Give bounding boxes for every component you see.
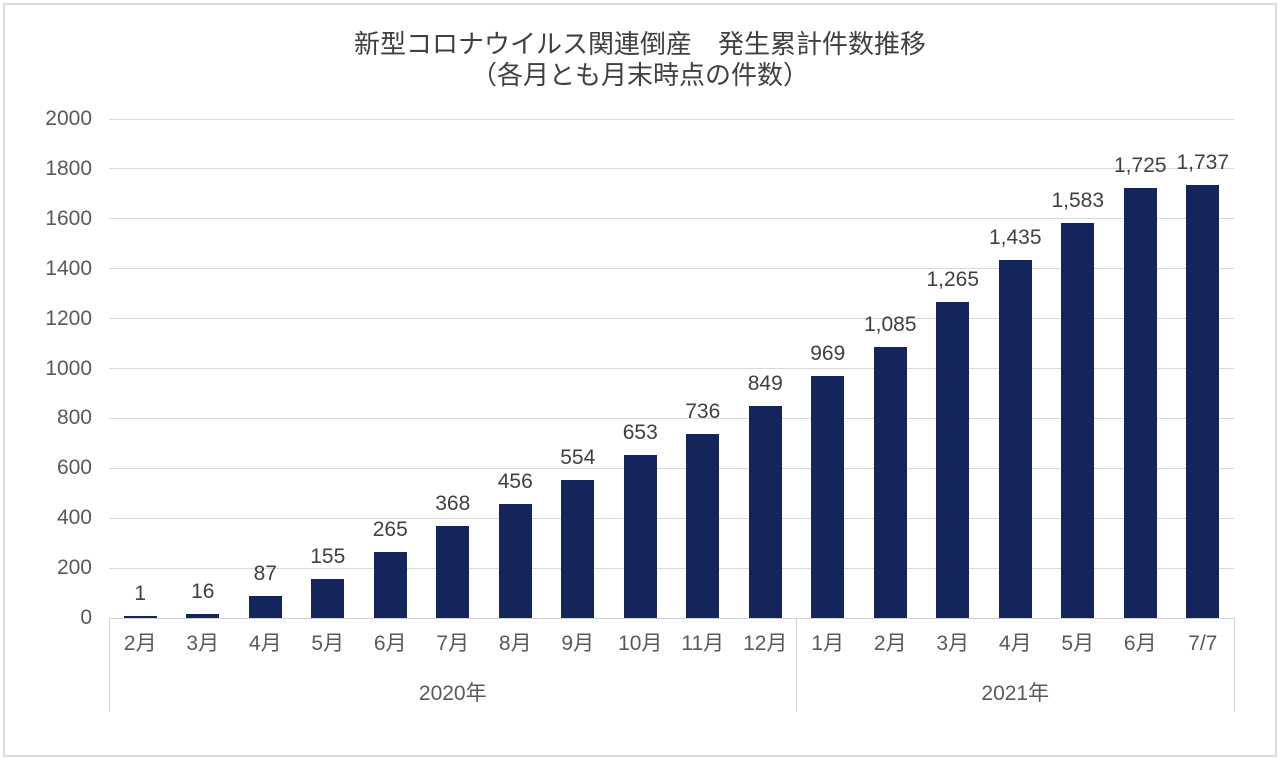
y-tick-label: 200	[56, 556, 92, 580]
month-tick-label: 8月	[498, 632, 532, 655]
bar	[123, 616, 157, 618]
month-tick-label: 9月	[561, 632, 595, 655]
bar	[686, 434, 720, 618]
month-tick-label: 4月	[998, 632, 1032, 655]
bar	[623, 455, 657, 618]
month-tick-label: 4月	[248, 632, 282, 655]
bar-value-label: 1,737	[1176, 150, 1230, 174]
bar-value-label: 1,725	[1113, 153, 1167, 177]
y-tick-label: 2000	[45, 107, 92, 130]
bar-value-label: 736	[685, 400, 721, 424]
gridline	[109, 318, 1234, 320]
bar-value-label: 16	[191, 580, 215, 603]
x-axis-line	[109, 617, 1234, 619]
bar	[498, 504, 532, 618]
month-tick-label: 3月	[936, 632, 970, 655]
y-tick-label: 800	[56, 406, 92, 430]
bar-value-label: 1,583	[1051, 189, 1105, 213]
month-tick-label: 7月	[436, 632, 470, 655]
gridline	[109, 517, 1234, 519]
month-tick-label: 6月	[1123, 632, 1157, 655]
month-tick-label: 2月	[123, 632, 157, 655]
bar	[561, 479, 595, 618]
bar	[936, 302, 970, 618]
gridline	[109, 218, 1234, 220]
bar-value-label: 265	[372, 517, 408, 541]
month-tick-label: 12月	[743, 632, 788, 655]
bar-value-label: 849	[747, 372, 783, 396]
bar-value-label: 1,435	[988, 225, 1042, 249]
y-tick-label: 400	[56, 506, 92, 530]
y-tick-label: 0	[80, 606, 92, 629]
bar	[436, 526, 470, 618]
bar	[311, 579, 345, 618]
year-group-label: 2020年	[418, 682, 487, 705]
y-tick-label: 1600	[45, 206, 92, 230]
bar	[1186, 184, 1220, 618]
bar	[748, 406, 782, 618]
bar-value-label: 1,085	[863, 313, 917, 337]
bar-value-label: 155	[310, 545, 346, 569]
gridline	[109, 118, 1234, 120]
bar	[873, 347, 907, 618]
category-divider	[796, 618, 797, 712]
bar	[811, 376, 845, 618]
gridline	[109, 368, 1234, 369]
gridline	[109, 467, 1234, 469]
bar-value-label: 1	[134, 582, 147, 605]
chart-subtitle: （各月とも月末時点の件数）	[470, 60, 809, 90]
bar-value-label: 456	[497, 470, 533, 494]
y-tick-label: 1800	[45, 156, 92, 180]
bar-value-label: 1,265	[926, 268, 980, 292]
month-tick-label: 1月	[811, 632, 845, 655]
month-tick-label: 3月	[186, 632, 220, 655]
bar-value-label: 368	[435, 492, 471, 516]
bar	[998, 259, 1032, 618]
bar-value-label: 653	[622, 421, 658, 445]
gridline	[109, 417, 1234, 419]
category-divider	[1233, 618, 1235, 712]
gridline	[109, 268, 1234, 270]
bar	[1123, 187, 1157, 618]
bar	[186, 614, 220, 618]
bar	[248, 596, 282, 618]
gridline	[109, 168, 1234, 170]
month-tick-label: 10月	[618, 632, 663, 655]
y-tick-label: 1400	[45, 256, 92, 280]
bar-value-label: 969	[810, 342, 846, 366]
bar-value-label: 87	[253, 562, 277, 586]
category-divider	[108, 618, 110, 712]
gridline	[109, 567, 1234, 569]
y-tick-label: 1200	[45, 306, 92, 330]
month-tick-label: 5月	[311, 632, 345, 655]
month-tick-label: 6月	[373, 632, 407, 655]
year-group-label: 2021年	[981, 682, 1050, 705]
month-tick-label: 7/7	[1188, 632, 1218, 655]
bar-value-label: 554	[560, 445, 596, 469]
bar	[373, 551, 407, 618]
month-tick-label: 11月	[681, 632, 725, 655]
chart-title: 新型コロナウイルス関連倒産 発生累計件数推移	[353, 29, 926, 59]
y-tick-label: 600	[56, 456, 92, 480]
month-tick-label: 2月	[873, 632, 907, 655]
month-tick-label: 5月	[1061, 632, 1095, 655]
bar	[1061, 223, 1095, 618]
y-tick-label: 1000	[45, 356, 92, 380]
